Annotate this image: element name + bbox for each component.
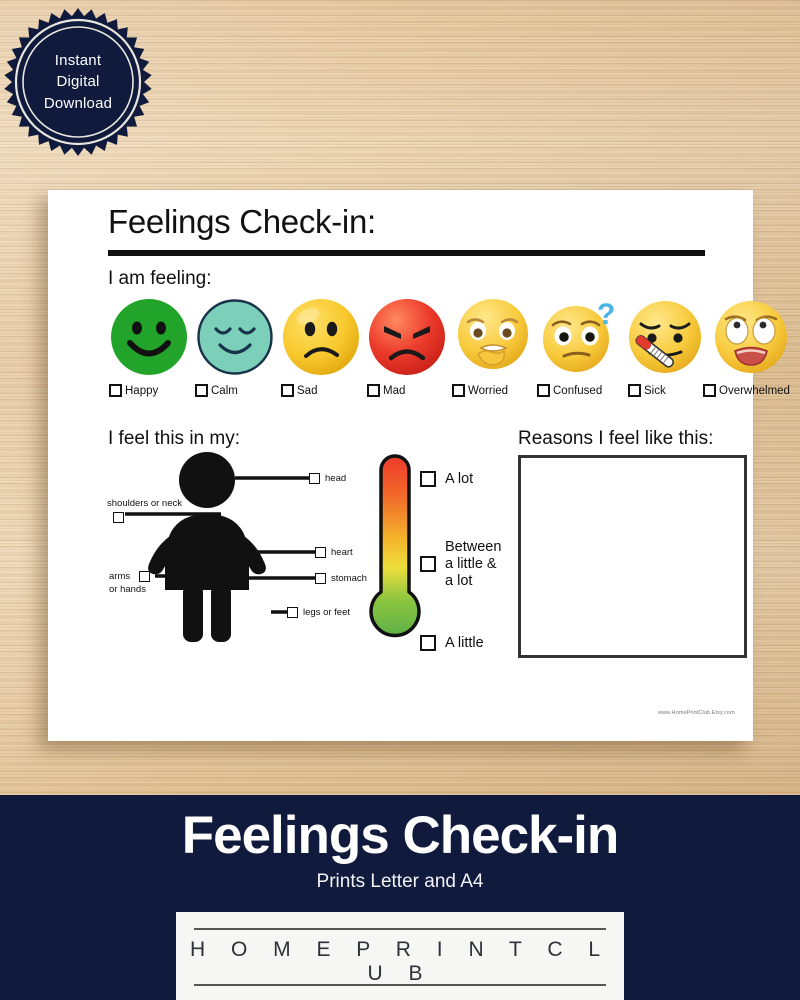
logo-rule-top <box>194 928 606 930</box>
sad-face-icon <box>282 298 360 376</box>
feeling-label-worried: Worried <box>468 384 509 397</box>
body-label-or-hands: or hands <box>109 584 146 595</box>
checkbox-arms-or-hands[interactable] <box>139 571 150 582</box>
checkbox-calm[interactable] <box>195 384 208 397</box>
feeling-option-sick[interactable]: Sick <box>622 298 708 397</box>
checkbox-sick[interactable] <box>628 384 641 397</box>
badge-line-1: Instant <box>54 52 102 70</box>
logo-text: H O M E P R I N T C L U B <box>189 938 611 985</box>
body-silhouette-icon <box>125 452 317 642</box>
intensity-thermometer-icon <box>360 452 430 657</box>
mad-face-icon <box>368 298 446 376</box>
feeling-label-overwhelmed: Overwhelmed <box>719 384 790 397</box>
intensity-label-between: Between a little & a lot <box>445 539 501 589</box>
feeling-label-happy: Happy <box>125 384 159 397</box>
checkbox-confused[interactable] <box>537 384 550 397</box>
reasons-writing-box[interactable] <box>518 455 747 658</box>
banner-title: Feelings Check-in <box>181 806 620 865</box>
feeling-option-happy[interactable]: Happy <box>106 298 192 397</box>
body-label-stomach: stomach <box>331 573 367 584</box>
body-label-head: head <box>325 473 347 484</box>
sick-face-icon <box>626 298 704 376</box>
checkbox-heart[interactable] <box>315 547 326 558</box>
worksheet-title: Feelings Check-in: <box>108 203 376 240</box>
instant-download-badge: Instant Digital Download <box>2 6 154 158</box>
confused-face-icon: ? <box>540 298 618 376</box>
reasons-prompt: Reasons I feel like this: <box>518 428 714 449</box>
svg-text:?: ? <box>597 298 615 331</box>
feeling-label-confused: Confused <box>553 384 603 397</box>
worksheet-sheet: Feelings Check-in: I am feeling: Happy <box>48 190 790 741</box>
feeling-label-calm: Calm <box>211 384 238 397</box>
badge-line-3: Download <box>43 94 113 112</box>
worried-face-icon <box>454 298 532 376</box>
checkbox-overwhelmed[interactable] <box>703 384 716 397</box>
feeling-label-sad: Sad <box>297 384 318 397</box>
checkbox-head[interactable] <box>309 473 320 484</box>
checkbox-happy[interactable] <box>109 384 122 397</box>
checkbox-legs-or-feet[interactable] <box>287 607 298 618</box>
checkbox-worried[interactable] <box>452 384 465 397</box>
overwhelmed-face-icon <box>712 298 790 376</box>
happy-face-icon <box>110 298 188 376</box>
feeling-label-mad: Mad <box>383 384 406 397</box>
intensity-option-a-little[interactable]: A little <box>420 635 484 652</box>
checkbox-sad[interactable] <box>281 384 294 397</box>
brand-logo: H O M E P R I N T C L U B <box>176 912 624 1000</box>
calm-face-icon <box>196 298 274 376</box>
intensity-label-between-line1: Between <box>445 539 502 555</box>
feeling-option-confused[interactable]: ? Confused <box>536 298 622 397</box>
body-label-legs-or-feet: legs or feet <box>303 607 350 618</box>
intensity-label-a-lot: A lot <box>445 471 474 487</box>
title-divider <box>108 250 705 256</box>
checkbox-stomach[interactable] <box>315 573 326 584</box>
body-prompt: I feel this in my: <box>108 428 240 449</box>
checkbox-a-lot[interactable] <box>420 471 436 488</box>
feeling-option-mad[interactable]: Mad <box>364 298 450 397</box>
feelings-row: Happy Calm <box>106 298 790 403</box>
body-label-arms: arms <box>109 571 131 582</box>
feeling-option-worried[interactable]: Worried <box>450 298 536 397</box>
logo-rule-bottom <box>194 984 606 986</box>
badge-starburst-icon <box>4 8 152 156</box>
body-label-shoulders-or-neck: shoulders or neck <box>107 498 182 509</box>
badge-line-2: Digital <box>56 73 100 91</box>
body-figure: head shoulders or neck heart stomach arm… <box>103 448 403 648</box>
badge-text: Instant Digital Download <box>2 6 154 158</box>
checkbox-shoulders-or-neck[interactable] <box>113 512 124 523</box>
body-label-heart: heart <box>331 547 353 558</box>
feeling-prompt: I am feeling: <box>108 268 212 289</box>
intensity-option-a-lot[interactable]: A lot <box>420 471 473 488</box>
checkbox-a-little[interactable] <box>420 635 436 652</box>
intensity-label-a-little: A little <box>445 635 484 651</box>
feeling-option-overwhelmed[interactable]: Overwhelmed <box>703 298 794 397</box>
feeling-option-sad[interactable]: Sad <box>278 298 364 397</box>
feeling-option-calm[interactable]: Calm <box>192 298 278 397</box>
checkbox-mad[interactable] <box>367 384 380 397</box>
feeling-label-sick: Sick <box>644 384 666 397</box>
watermark: www.HomePrintClub.Etsy.com <box>658 710 735 716</box>
banner-subtitle: Prints Letter and A4 <box>316 871 484 892</box>
intensity-label-between-line2: a little & <box>445 555 497 572</box>
checkbox-between-a-little-and-a-lot[interactable] <box>420 556 436 573</box>
intensity-label-between-line3: a lot <box>445 572 473 589</box>
intensity-option-between[interactable]: Between a little & a lot <box>420 539 501 589</box>
